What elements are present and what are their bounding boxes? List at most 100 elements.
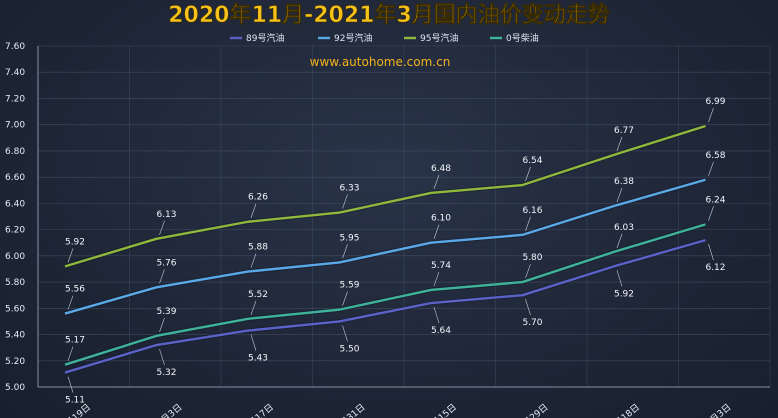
x-tick-label: 12月17日	[238, 402, 276, 418]
legend-label: 0号柴油	[506, 32, 539, 44]
data-label: 5.17	[65, 336, 85, 346]
x-axis-ticks: 11月19日12月3日12月17日12月31日1月15日1月29日2月18日3月…	[55, 402, 734, 418]
data-label: 5.74	[431, 261, 451, 271]
leader-line	[616, 136, 623, 151]
data-label: 5.32	[156, 368, 176, 378]
leader-line	[159, 348, 165, 366]
legend-label: 92号汽油	[334, 32, 372, 44]
data-label: 6.16	[522, 206, 542, 216]
leader-line	[67, 248, 74, 263]
y-tick-label: 5.60	[5, 304, 25, 314]
leader-line	[342, 194, 348, 209]
x-tick-label: 1月29日	[516, 402, 550, 418]
data-label: 6.24	[705, 195, 725, 205]
series-line	[64, 178, 706, 315]
y-tick-label: 7.00	[5, 121, 25, 131]
data-label: 5.39	[156, 307, 176, 317]
leader-line	[708, 244, 714, 261]
leader-line	[67, 295, 74, 310]
series-line	[64, 124, 706, 268]
series-shadow	[64, 123, 707, 269]
leader-line	[342, 325, 348, 342]
y-tick-label: 5.80	[5, 278, 25, 288]
y-tick-label: 5.20	[5, 357, 25, 367]
data-label: 6.26	[248, 193, 268, 203]
data-label: 6.77	[614, 126, 634, 136]
y-tick-label: 6.60	[5, 173, 25, 183]
leader-line	[433, 306, 440, 324]
leader-line	[525, 299, 531, 316]
data-label: 5.70	[522, 318, 542, 328]
x-tick-label: 2月18日	[608, 402, 642, 418]
data-label: 5.11	[65, 396, 85, 406]
x-tick-label: 12月3日	[150, 402, 184, 418]
leader-line	[250, 334, 257, 351]
y-tick-label: 5.40	[5, 331, 25, 341]
legend-label: 89号汽油	[246, 32, 284, 44]
data-label: 6.48	[431, 164, 451, 174]
y-tick-label: 6.40	[5, 199, 25, 209]
leader-line	[616, 233, 623, 249]
leader-line	[525, 263, 531, 279]
x-tick-label: 1月15日	[425, 402, 459, 418]
chart-title: 2020年11月-2021年3月国内油价变动走势	[168, 2, 610, 28]
data-label: 6.38	[614, 177, 634, 187]
data-label: 6.12	[705, 263, 725, 273]
leader-line	[250, 300, 257, 315]
y-tick-label: 7.60	[5, 42, 25, 52]
leader-line	[708, 206, 714, 221]
leader-line	[616, 187, 623, 203]
leader-line	[159, 317, 165, 332]
y-tick-label: 6.20	[5, 226, 25, 236]
data-label: 5.92	[65, 237, 85, 247]
data-label: 6.99	[705, 97, 725, 107]
leader-line	[159, 269, 165, 284]
y-tick-label: 5.00	[5, 383, 25, 393]
series-shadow	[64, 177, 707, 316]
watermark-text: www.autohome.com.cn	[310, 55, 451, 69]
data-label: 5.92	[614, 289, 634, 299]
leader-line	[342, 291, 348, 306]
leader-line	[250, 203, 257, 218]
data-label: 6.13	[156, 210, 176, 220]
x-tick-label: 12月31日	[329, 402, 367, 418]
data-label: 5.80	[522, 253, 542, 263]
data-label: 6.54	[522, 156, 542, 166]
data-label: 6.33	[339, 184, 359, 194]
leader-line	[159, 220, 165, 235]
legend: 89号汽油 92号汽油 95号汽油 0号柴油	[230, 32, 539, 44]
y-tick-label: 7.40	[5, 68, 25, 78]
data-labels: 5.11 5.32 5.43 5.50 5.64 5.70 5.92 6.12 5.56 5.76…	[65, 97, 726, 406]
leader-line	[433, 271, 440, 287]
leader-line	[433, 224, 440, 239]
leader-line	[525, 216, 531, 231]
series-line	[64, 223, 706, 366]
leader-line	[616, 270, 623, 287]
data-label: 5.76	[156, 258, 176, 268]
series-lines	[64, 123, 707, 375]
leader-line	[342, 244, 348, 259]
leader-line	[525, 166, 531, 182]
legend-label: 95号汽油	[420, 32, 458, 44]
y-tick-label: 7.20	[5, 94, 25, 104]
data-label: 5.50	[339, 344, 359, 354]
data-label: 5.52	[248, 290, 268, 300]
data-label: 6.58	[705, 151, 725, 161]
data-label: 5.95	[339, 233, 359, 243]
y-tick-label: 6.80	[5, 147, 25, 157]
data-label: 5.64	[431, 326, 451, 336]
leader-line	[433, 174, 440, 189]
leader-line	[708, 107, 714, 123]
y-axis-ticks: 5.00 5.20 5.40 5.60 5.80 6.00 6.20 6.40 6.60 6.80…	[5, 42, 25, 393]
data-label: 5.59	[339, 281, 359, 291]
x-tick-label: 3月3日	[704, 402, 734, 418]
leader-line	[708, 161, 714, 176]
leader-line	[250, 253, 257, 268]
leader-line	[67, 376, 74, 393]
data-label: 6.10	[431, 214, 451, 224]
leader-line	[67, 346, 74, 361]
data-label: 5.88	[248, 243, 268, 253]
data-label: 5.56	[65, 285, 85, 295]
